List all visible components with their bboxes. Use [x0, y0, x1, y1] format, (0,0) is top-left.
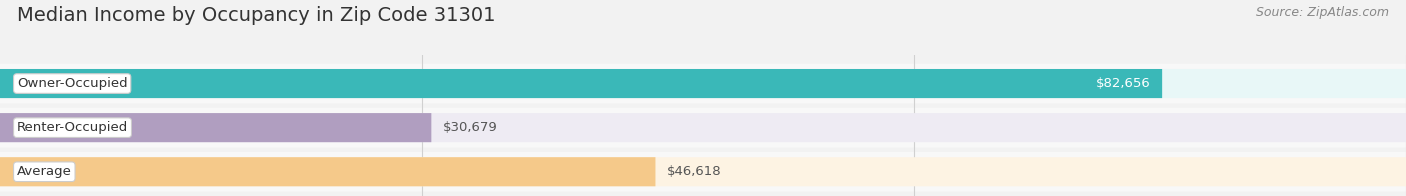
FancyBboxPatch shape [0, 108, 1406, 147]
Text: Renter-Occupied: Renter-Occupied [17, 121, 128, 134]
FancyBboxPatch shape [0, 69, 1163, 98]
Text: $30,679: $30,679 [443, 121, 498, 134]
Text: Median Income by Occupancy in Zip Code 31301: Median Income by Occupancy in Zip Code 3… [17, 6, 495, 25]
FancyBboxPatch shape [0, 113, 432, 142]
Text: Owner-Occupied: Owner-Occupied [17, 77, 128, 90]
FancyBboxPatch shape [0, 113, 1406, 142]
Text: Source: ZipAtlas.com: Source: ZipAtlas.com [1256, 6, 1389, 19]
FancyBboxPatch shape [0, 64, 1406, 103]
FancyBboxPatch shape [0, 69, 1406, 98]
FancyBboxPatch shape [0, 152, 1406, 192]
FancyBboxPatch shape [0, 157, 1406, 186]
Text: $46,618: $46,618 [666, 165, 721, 178]
Text: Average: Average [17, 165, 72, 178]
FancyBboxPatch shape [0, 157, 655, 186]
Text: $82,656: $82,656 [1097, 77, 1152, 90]
